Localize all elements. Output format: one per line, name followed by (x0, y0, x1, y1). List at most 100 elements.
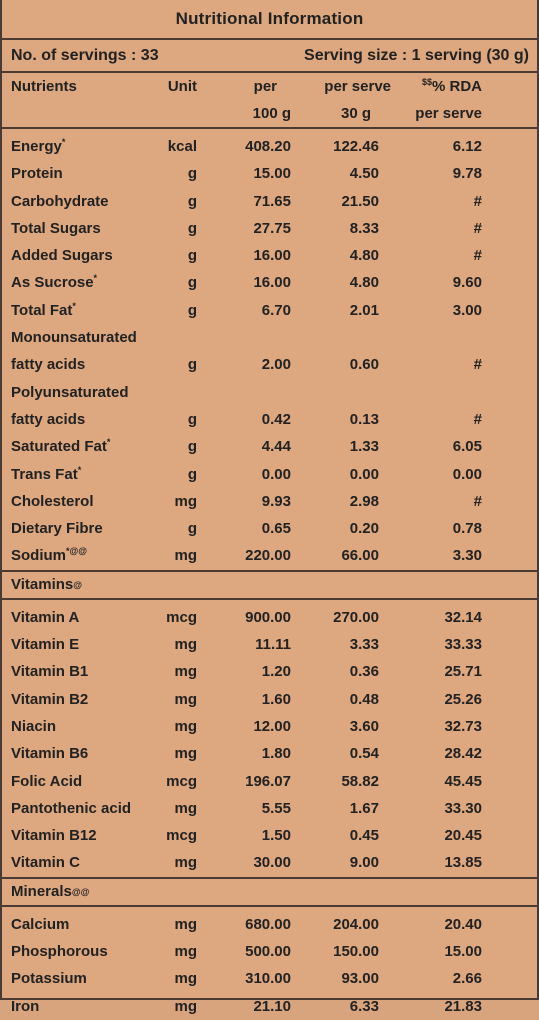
mineral-row-per100: 21.10 (253, 997, 291, 1015)
vitamin-row-unit: mg (174, 636, 198, 654)
nutrient-row: Energy* kcal 408.20 122.46 6.12 (2, 133, 537, 160)
nutrient-row-perserve: 2.98 (349, 492, 379, 510)
nutrient-row-name: Carbohydrate (11, 192, 109, 210)
nutrient-row-per100: 27.75 (253, 219, 291, 237)
vitamin-row-name: Vitamin B12 (11, 827, 97, 845)
vitamin-row-unit: mg (174, 717, 198, 735)
vitamin-row-name: Vitamin E (11, 636, 80, 654)
vitamin-row-name: Vitamin C (11, 854, 80, 872)
nutrient-row-unit: g (187, 301, 197, 319)
nutrient-row: Added Sugars g 16.00 4.80 # (2, 242, 537, 269)
nutrient-row-name: Monounsaturated (11, 329, 137, 347)
vitamin-row-per100: 1.20 (261, 663, 291, 681)
mineral-row-unit: mg (174, 943, 198, 961)
vitamin-row-unit: mg (174, 663, 198, 681)
nutrient-row-unit: g (187, 247, 197, 265)
nutrient-row-name: fatty acids (11, 410, 86, 428)
vitamin-row-perserve: 3.33 (349, 636, 379, 654)
nutrient-row-unit: g (187, 192, 197, 210)
mineral-row: Calcium mg 680.00 204.00 20.40 (2, 911, 537, 938)
nutrient-row-unit: g (187, 520, 197, 538)
vitamin-row-perserve: 0.36 (349, 663, 379, 681)
nutrient-row-name: Sodium*@@ (11, 546, 88, 565)
nutrient-row-name: Total Fat* (11, 300, 76, 319)
vitamin-row-rda: 28.42 (444, 745, 482, 763)
nutrient-row-unit: mg (174, 492, 198, 510)
vitamin-row-unit: mg (174, 854, 198, 872)
nutrient-row: fatty acids g 2.00 0.60 # (2, 351, 537, 378)
mineral-row: Iron mg 21.10 6.33 21.83 (2, 993, 537, 1020)
nutrient-row-per100: 71.65 (253, 192, 291, 210)
vitamin-row-per100: 5.55 (261, 799, 291, 817)
column-header: Nutrients Unit per 100 g per serve 30 g … (2, 73, 537, 129)
vitamin-row-unit: mcg (166, 608, 197, 626)
nutrient-row-per100: 0.42 (261, 410, 291, 428)
mineral-row-name: Phosphorous (11, 943, 108, 961)
minerals-table: Calcium mg 680.00 204.00 20.40 Phosphorous mg 5… (2, 911, 537, 1020)
vitamin-row-unit: mcg (166, 827, 197, 845)
vitamin-row-name: Vitamin B6 (11, 745, 89, 763)
nutrient-row-per100: 0.00 (261, 465, 291, 483)
nutrient-row-name: As Sucrose* (11, 273, 98, 292)
vitamin-row-name: Vitamin A (11, 608, 80, 626)
mineral-row-name: Iron (11, 997, 40, 1015)
nutrient-row: Total Sugars g 27.75 8.33 # (2, 215, 537, 242)
nutrient-row-rda: 9.78 (452, 165, 482, 183)
vitamins-header: Vitamins @ (2, 569, 537, 600)
vitamin-row-per100: 1.80 (261, 745, 291, 763)
mineral-row-name: Potassium (11, 970, 87, 988)
mineral-row-perserve: 150.00 (333, 943, 379, 961)
col-rda-l2: per serve (415, 105, 482, 122)
serving-size: Serving size : 1 serving (30 g) (304, 46, 529, 64)
vitamin-row-unit: mg (174, 799, 198, 817)
nutrient-row: Cholesterol mg 9.93 2.98 # (2, 488, 537, 515)
nutrient-row-perserve: 0.60 (349, 356, 379, 374)
vitamin-row-rda: 13.85 (444, 854, 482, 872)
nutrient-row: Saturated Fat* g 4.44 1.33 6.05 (2, 433, 537, 460)
vitamin-row-per100: 1.60 (261, 690, 291, 708)
nutrient-row-unit: g (187, 465, 197, 483)
nutrient-row: Polyunsaturated (2, 379, 537, 406)
vitamin-row-perserve: 0.48 (349, 690, 379, 708)
vitamin-row-rda: 25.71 (444, 663, 482, 681)
mineral-row-unit: mg (174, 970, 198, 988)
vitamin-row-per100: 196.07 (245, 772, 291, 790)
vitamin-row: Niacin mg 12.00 3.60 32.73 (2, 713, 537, 740)
nutrient-row: Carbohydrate g 71.65 21.50 # (2, 188, 537, 215)
nutrient-row-rda: 0.00 (452, 465, 482, 483)
nutrient-row-name: fatty acids (11, 356, 86, 374)
vitamin-row-rda: 20.45 (444, 827, 482, 845)
vitamin-row-rda: 25.26 (444, 690, 482, 708)
nutrient-row: Trans Fat* g 0.00 0.00 0.00 (2, 461, 537, 488)
vitamin-row-perserve: 0.54 (349, 745, 379, 763)
nutrient-row-perserve: 4.80 (349, 247, 379, 265)
vitamin-row: Vitamin E mg 11.11 3.33 33.33 (2, 631, 537, 658)
nutrient-row-rda: # (473, 492, 482, 510)
nutrient-row-perserve: 8.33 (349, 219, 379, 237)
vitamin-row: Vitamin B12 mcg 1.50 0.45 20.45 (2, 822, 537, 849)
mineral-row-unit: mg (174, 915, 198, 933)
nutrient-row-rda: 9.60 (452, 274, 482, 292)
nutrient-row: Total Fat* g 6.70 2.01 3.00 (2, 297, 537, 324)
nutrient-row-rda: # (473, 356, 482, 374)
nutrient-row: Protein g 15.00 4.50 9.78 (2, 160, 537, 187)
vitamin-row-per100: 1.50 (261, 827, 291, 845)
col-per100-l1: per (253, 78, 277, 95)
vitamin-row: Vitamin A mcg 900.00 270.00 32.14 (2, 604, 537, 631)
vitamin-row-perserve: 58.82 (341, 772, 379, 790)
vitamin-row-perserve: 270.00 (333, 608, 379, 626)
col-perserve-l2: 30 g (340, 105, 371, 122)
nutrient-row-rda: # (473, 219, 482, 237)
nutrient-row-unit: g (187, 356, 197, 374)
servings-row: No. of servings : 33 Serving size : 1 se… (2, 38, 537, 73)
nutrient-row-name: Trans Fat* (11, 464, 82, 483)
nutrients-table: Energy* kcal 408.20 122.46 6.12 Protein g 15.00… (2, 133, 537, 570)
vitamin-row: Vitamin B1 mg 1.20 0.36 25.71 (2, 658, 537, 685)
nutrient-row-perserve: 0.00 (349, 465, 379, 483)
nutrient-row-name: Added Sugars (11, 247, 113, 265)
nutrient-row: Monounsaturated (2, 324, 537, 351)
vitamin-row: Vitamin B6 mg 1.80 0.54 28.42 (2, 740, 537, 767)
nutrient-row-unit: mg (174, 547, 198, 565)
nutrient-row-unit: g (187, 410, 197, 428)
nutrient-row-per100: 15.00 (253, 165, 291, 183)
